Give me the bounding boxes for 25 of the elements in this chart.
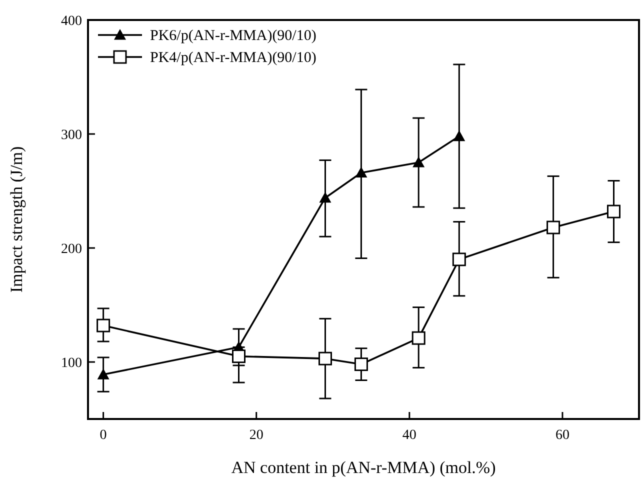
point (232, 350, 246, 364)
point (96, 318, 110, 332)
point (318, 352, 332, 366)
point (546, 220, 560, 234)
x-tick-label: 40 (402, 428, 416, 443)
point (355, 166, 368, 178)
y-tick-label: 400 (61, 14, 82, 29)
x-tick-label: 20 (249, 428, 264, 443)
y-tick-label: 100 (61, 356, 82, 371)
point (452, 252, 466, 266)
x-tick-label: 60 (555, 428, 570, 443)
y-axis-title: Impact strength (J/m) (7, 146, 26, 293)
legend-label: PK6/p(AN-r-MMA)(90/10) (150, 28, 316, 44)
x-tick-label: 0 (100, 428, 107, 443)
point (319, 192, 332, 203)
x-axis-title: AN content in p(AN-r-MMA) (mol.%) (231, 458, 496, 477)
point (97, 368, 110, 380)
point (412, 331, 426, 345)
point (354, 358, 368, 372)
point (412, 156, 425, 168)
legend-label: PK4/p(AN-r-MMA)(90/10) (150, 50, 316, 66)
point (453, 130, 466, 142)
y-tick-label: 300 (61, 128, 82, 143)
y-tick-label: 200 (61, 242, 82, 257)
point (606, 204, 620, 218)
